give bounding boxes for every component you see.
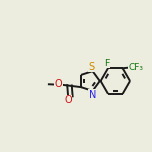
Text: CF₃: CF₃ <box>129 63 144 72</box>
Text: F: F <box>104 59 110 68</box>
Text: S: S <box>89 62 95 72</box>
Text: O: O <box>64 95 72 105</box>
Text: N: N <box>89 90 96 100</box>
Text: O: O <box>55 79 62 89</box>
